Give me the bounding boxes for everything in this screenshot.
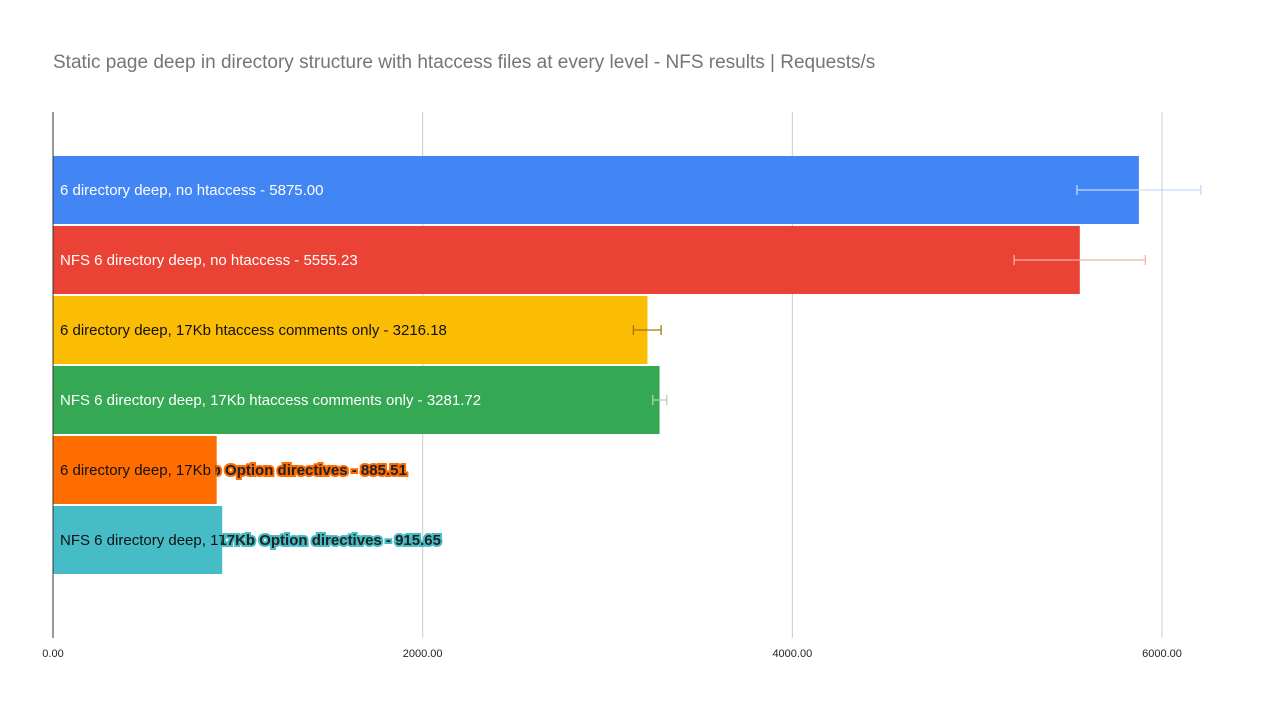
x-tick-label: 4000.00	[772, 648, 812, 660]
error-bar	[220, 535, 225, 545]
error-bar	[1013, 255, 1147, 265]
bar-label: NFS 6 directory deep, 17Kb Option direct…	[60, 532, 420, 549]
x-axis: 0.00 2000.00 4000.00 6000.00	[42, 112, 1182, 660]
bar	[53, 226, 1080, 294]
bar-label: NFS 6 directory deep, 17Kb htaccess comm…	[60, 392, 481, 409]
bar-label: 6 directory deep, 17Kb Option directives…	[60, 462, 386, 479]
error-bar	[1076, 185, 1202, 195]
bar	[53, 156, 1139, 224]
bars	[53, 156, 1139, 574]
error-bar	[652, 395, 668, 405]
bar-labels: 6 directory deep, no htaccess - 5875.00 N…	[60, 182, 481, 551]
bar-label: 6 directory deep, 17Kb htaccess comments…	[60, 322, 447, 339]
bar-label-overflow: 6 directory deep, 17Kb Option directives…	[60, 462, 407, 479]
bar-label: 6 directory deep, no htaccess - 5875.00	[60, 182, 324, 199]
bar	[53, 436, 217, 504]
error-bar	[215, 465, 219, 475]
error-bars	[215, 185, 1202, 545]
bar-label: NFS 6 directory deep, no htaccess - 5555…	[60, 252, 358, 269]
error-bar	[632, 325, 662, 335]
x-tick-label: 6000.00	[1142, 648, 1182, 660]
chart-title: Static page deep in directory structure …	[53, 52, 876, 73]
bar	[53, 366, 660, 434]
x-tick-label: 2000.00	[403, 648, 443, 660]
x-tick-label: 0.00	[42, 648, 63, 660]
bar	[53, 296, 648, 364]
bar-label-overflow: NFS 6 directory deep, 17Kb Option direct…	[60, 532, 441, 549]
bar	[53, 506, 223, 574]
